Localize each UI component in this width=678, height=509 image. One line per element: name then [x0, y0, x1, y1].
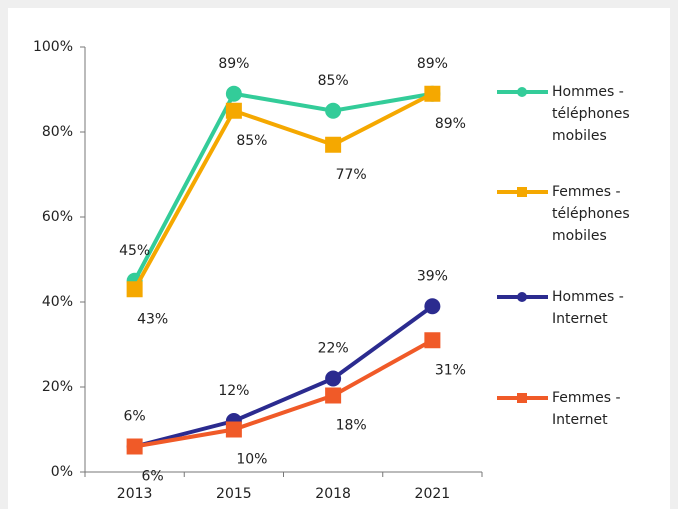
data-label: 89% [417, 56, 448, 72]
marker [225, 102, 242, 119]
plot-background [8, 8, 670, 509]
legend-marker [517, 292, 527, 302]
series-line [132, 91, 433, 282]
data-label: 43% [137, 311, 168, 327]
data-label: 6% [142, 469, 164, 485]
data-label: 6% [124, 409, 146, 425]
legend-marker [517, 393, 527, 403]
legend-label: Femmes - téléphones mobiles [552, 184, 630, 244]
data-label: 39% [417, 268, 448, 284]
x-tick-label: 2021 [415, 486, 451, 502]
marker [325, 370, 342, 387]
marker [424, 298, 441, 315]
y-tick-label: 60% [42, 209, 73, 225]
y-tick-label: 0% [51, 464, 73, 480]
legend-marker [517, 87, 527, 97]
x-tick-label: 2013 [117, 486, 153, 502]
marker [126, 438, 143, 455]
y-tick-label: 80% [42, 124, 73, 140]
data-label: 31% [435, 362, 466, 378]
series-line [134, 304, 434, 449]
legend-label: Femmes - Internet [552, 390, 621, 428]
data-label: 89% [218, 56, 249, 72]
data-label: 18% [336, 418, 367, 434]
series-line [134, 338, 434, 449]
y-tick-label: 100% [33, 39, 73, 55]
legend-label: Hommes - Internet [552, 289, 624, 327]
legend-marker [517, 187, 527, 197]
x-tick-label: 2015 [216, 486, 252, 502]
marker [325, 387, 342, 404]
data-label: 85% [236, 133, 267, 149]
x-tick-label: 2018 [315, 486, 351, 502]
marker [424, 85, 441, 102]
marker [126, 281, 143, 298]
marker [424, 332, 441, 349]
data-label: 22% [318, 341, 349, 357]
data-label: 89% [435, 116, 466, 132]
y-tick-label: 20% [42, 379, 73, 395]
marker [325, 102, 342, 119]
data-label: 12% [218, 383, 249, 399]
data-label: 45% [119, 243, 150, 259]
series-line [132, 91, 434, 291]
marker [225, 85, 242, 102]
data-label: 85% [318, 73, 349, 89]
data-label: 77% [336, 167, 367, 183]
marker [325, 136, 342, 153]
marker [225, 421, 242, 438]
legend-label: Hommes - téléphones mobiles [552, 84, 630, 144]
data-label: 10% [236, 452, 267, 468]
y-tick-label: 40% [42, 294, 73, 310]
